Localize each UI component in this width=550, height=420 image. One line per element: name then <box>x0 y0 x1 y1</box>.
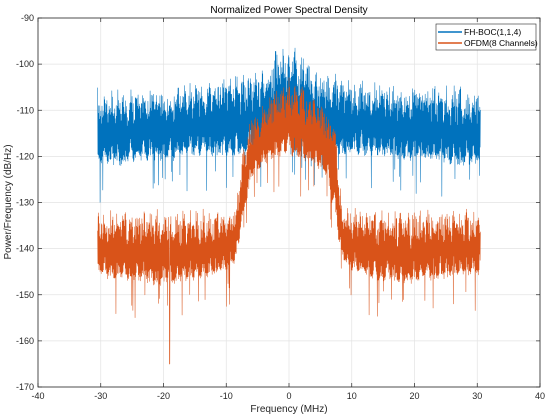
x-tick-label: 10 <box>347 391 357 401</box>
series-line-1 <box>97 77 481 365</box>
chart-title: Normalized Power Spectral Density <box>210 5 367 16</box>
legend-box <box>435 23 537 51</box>
x-tick-label: 40 <box>535 391 545 401</box>
y-tick-label: -100 <box>16 59 34 69</box>
x-tick-label: -10 <box>220 391 233 401</box>
x-tick-label: -20 <box>157 391 170 401</box>
legend: FH-BOC(1,1,4) OFDM(8 Channels) <box>435 23 538 51</box>
series-line-0 <box>97 47 481 203</box>
x-axis-title: Frequency (MHz) <box>250 404 327 415</box>
legend-label-fh-boc: FH-BOC(1,1,4) <box>464 27 521 37</box>
x-tick-label: -40 <box>31 391 44 401</box>
series-layer <box>97 47 481 365</box>
y-tick-label: -170 <box>16 382 34 392</box>
y-axis-title: Power/Frequency (dB/Hz) <box>3 144 14 259</box>
y-tick-label: -120 <box>16 151 34 161</box>
y-tick-label: -130 <box>16 198 34 208</box>
ticks: -40 -30 -20 -10 0 10 20 30 40-170-160-150-140-13… <box>16 13 545 401</box>
y-tick-label: -90 <box>21 13 34 23</box>
y-tick-label: -160 <box>16 336 34 346</box>
x-tick-label: 0 <box>286 391 291 401</box>
x-tick-label: -30 <box>94 391 107 401</box>
y-tick-label: -140 <box>16 244 34 254</box>
y-tick-label: -110 <box>17 105 34 115</box>
x-tick-label: 20 <box>409 391 419 401</box>
y-tick-label: -150 <box>16 290 34 300</box>
x-tick-label: 30 <box>472 391 482 401</box>
legend-label-ofdm: OFDM(8 Channels) <box>464 38 538 48</box>
